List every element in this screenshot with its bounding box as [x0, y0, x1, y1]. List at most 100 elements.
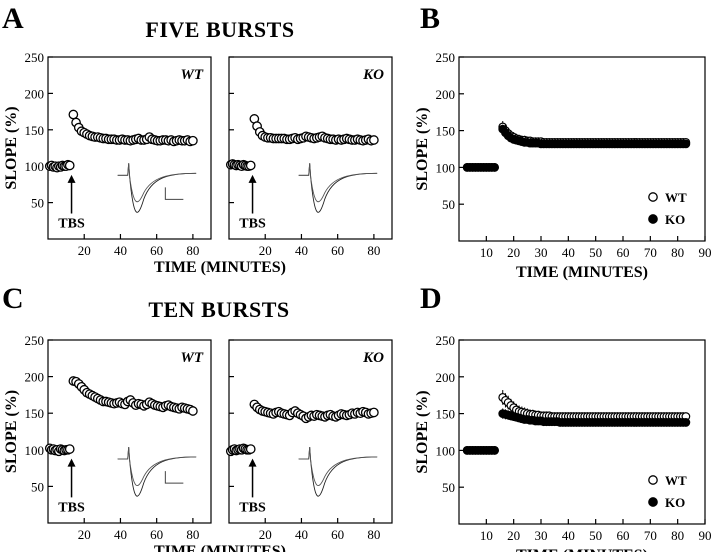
x-tick-label: 40 [114, 527, 127, 542]
genotype-label: KO [362, 350, 384, 366]
x-tick-label: 80 [367, 243, 380, 258]
x-tick-label: 20 [78, 243, 91, 258]
y-tick-label: 100 [436, 443, 456, 458]
epsp-trace-baseline [117, 446, 197, 486]
data-point-ko [490, 446, 499, 455]
y-axis-title: SLOPE (%) [3, 390, 20, 473]
x-tick-label: 70 [644, 245, 657, 260]
legend-label-ko: KO [665, 212, 685, 227]
panel-letter-b: B [420, 2, 440, 35]
x-tick-label: 80 [367, 527, 380, 542]
genotype-label: KO [362, 67, 384, 83]
epsp-trace-baseline [298, 163, 378, 203]
x-tick-label: 90 [699, 245, 712, 260]
chart-c-wt: 50 100 150 200 250 20 40 60 80 SLOPE (%) WT TBS [3, 333, 212, 542]
data-point [369, 407, 379, 418]
x-tick-label: 80 [671, 245, 684, 260]
data-point [64, 160, 75, 171]
x-tick-label: 90 [699, 528, 712, 543]
panel-letter-c: C [2, 282, 24, 315]
data-point [245, 160, 256, 171]
epsp-trace-baseline [117, 163, 197, 203]
x-tick-label: 20 [507, 245, 520, 260]
plot-frame [47, 56, 212, 240]
x-tick-label: 60 [331, 527, 344, 542]
data-point-ko [681, 418, 691, 427]
x-tick-label: 40 [295, 243, 308, 258]
x-tick-label: 60 [150, 243, 163, 258]
x-axis-title: TIME (MINUTES) [516, 547, 648, 552]
y-tick-label: 50 [442, 480, 455, 495]
x-tick-label: 20 [259, 527, 272, 542]
y-tick-label: 150 [436, 407, 456, 422]
y-axis-title: SLOPE (%) [414, 390, 431, 473]
y-tick-label: 250 [436, 333, 456, 348]
chart-c-ko: 20 40 60 80 KO TBS [225, 339, 393, 542]
y-tick-label: 250 [436, 50, 456, 65]
legend-label-ko: KO [665, 495, 685, 510]
data-point [369, 135, 379, 145]
panel-letter-d: D [420, 282, 442, 315]
y-tick-label: 100 [25, 443, 45, 458]
tbs-arrow-head [248, 174, 257, 183]
x-tick-label: 20 [507, 528, 520, 543]
data-point [188, 135, 198, 146]
plot-frame [228, 56, 393, 240]
x-tick-label: 40 [114, 243, 127, 258]
chart-a-wt: 50 100 150 200 250 20 40 60 80 SLOPE (%) WT TBS [3, 50, 212, 258]
x-tick-label: 50 [589, 245, 602, 260]
y-tick-label: 200 [436, 87, 456, 102]
y-tick-label: 150 [436, 124, 456, 139]
x-axis-title: TIME (MINUTES) [516, 264, 648, 281]
y-tick-label: 50 [31, 479, 44, 494]
legend-label-wt: WT [665, 190, 687, 205]
x-tick-label: 30 [535, 528, 548, 543]
x-tick-label: 10 [480, 528, 493, 543]
plot-frame [228, 339, 393, 524]
charts-layer: 50 100 150 200 250 20 40 60 80 SLOPE (%) WT TBS 20 40… [3, 50, 712, 552]
x-tick-label: 50 [589, 528, 602, 543]
data-point-ko [681, 139, 691, 149]
y-tick-label: 150 [25, 406, 45, 421]
data-point [64, 444, 75, 454]
y-tick-label: 250 [25, 333, 45, 348]
x-tick-label: 60 [150, 527, 163, 542]
chart-d: 50 100 150 200 250 10 20 30 40 50 60 70 80 90 SLOPE (%… [414, 333, 712, 552]
x-tick-label: 20 [259, 243, 272, 258]
y-tick-label: 50 [442, 197, 455, 212]
legend-marker-ko [648, 497, 658, 507]
y-tick-label: 100 [436, 160, 456, 175]
y-tick-label: 150 [25, 123, 45, 138]
panel-letter-a: A [2, 2, 24, 35]
y-axis-title: SLOPE (%) [414, 107, 431, 190]
data-point-ko [490, 162, 499, 172]
epsp-trace-baseline [298, 446, 378, 486]
x-tick-label: 80 [186, 527, 199, 542]
x-axis-title-a: TIME (MINUTES) [154, 259, 286, 276]
tbs-label: TBS [239, 500, 266, 515]
scale-bar [164, 471, 184, 484]
heading-ten-bursts: TEN BURSTS [148, 297, 289, 322]
tbs-arrow-head [67, 174, 76, 183]
x-tick-label: 60 [331, 243, 344, 258]
tbs-label: TBS [239, 217, 266, 232]
x-tick-label: 60 [617, 245, 630, 260]
y-axis-title: SLOPE (%) [3, 106, 20, 189]
x-tick-label: 10 [480, 245, 493, 260]
y-tick-label: 200 [436, 370, 456, 385]
genotype-label: WT [181, 67, 204, 83]
tbs-arrow-head [67, 458, 76, 467]
y-tick-label: 50 [31, 196, 44, 211]
x-tick-label: 70 [644, 528, 657, 543]
legend-label-wt: WT [665, 473, 687, 488]
plot-frame [47, 339, 212, 524]
x-tick-label: 40 [295, 527, 308, 542]
data-point [68, 109, 79, 120]
chart-b: 50 100 150 200 250 10 20 30 40 50 60 70 80 90 SLOPE (%… [414, 50, 712, 281]
tbs-label: TBS [58, 217, 85, 232]
x-tick-label: 80 [671, 528, 684, 543]
x-tick-label: 20 [78, 527, 91, 542]
tbs-arrow-head [248, 458, 257, 467]
legend-marker-wt [648, 192, 658, 202]
chart-a-ko: 20 40 60 80 KO TBS [225, 56, 393, 258]
